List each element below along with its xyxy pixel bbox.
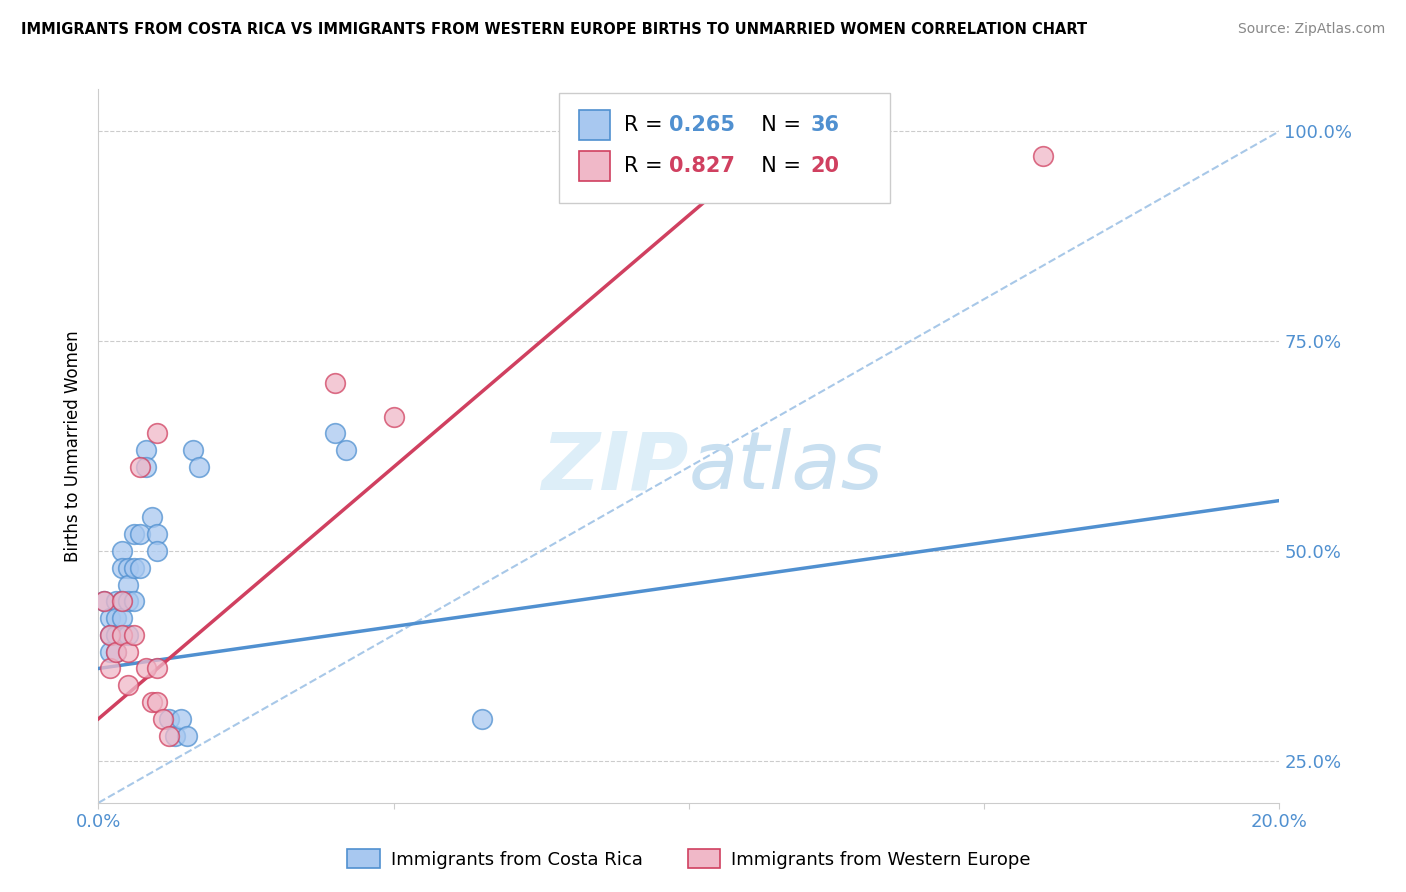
Point	[122, 594, 145, 608]
Point	[105, 645, 128, 659]
Point	[122, 527, 145, 541]
Point	[111, 628, 134, 642]
Point	[117, 678, 139, 692]
Text: IMMIGRANTS FROM COSTA RICA VS IMMIGRANTS FROM WESTERN EUROPE BIRTHS TO UNMARRIED: IMMIGRANTS FROM COSTA RICA VS IMMIGRANTS…	[21, 22, 1087, 37]
Point	[111, 560, 134, 574]
Point	[93, 594, 115, 608]
Point	[170, 712, 193, 726]
Point	[98, 661, 121, 675]
Point	[141, 695, 163, 709]
Legend: Immigrants from Costa Rica, Immigrants from Western Europe: Immigrants from Costa Rica, Immigrants f…	[340, 842, 1038, 876]
Text: ZIP: ZIP	[541, 428, 689, 507]
FancyBboxPatch shape	[579, 110, 610, 140]
Point	[105, 594, 128, 608]
Point	[135, 460, 157, 475]
Text: N =: N =	[748, 115, 807, 135]
Text: N =: N =	[748, 156, 807, 177]
FancyBboxPatch shape	[579, 152, 610, 181]
Point	[117, 628, 139, 642]
Point	[152, 712, 174, 726]
Point	[146, 695, 169, 709]
Text: 20: 20	[811, 156, 839, 177]
Point	[117, 577, 139, 591]
Point	[146, 544, 169, 558]
Point	[157, 729, 180, 743]
Text: 36: 36	[811, 115, 839, 135]
Text: 0.827: 0.827	[669, 156, 735, 177]
Text: atlas: atlas	[689, 428, 884, 507]
Point	[117, 594, 139, 608]
Point	[135, 661, 157, 675]
Point	[187, 460, 209, 475]
Point	[111, 544, 134, 558]
Point	[98, 645, 121, 659]
Point	[323, 426, 346, 441]
Point	[157, 712, 180, 726]
Point	[117, 645, 139, 659]
Point	[165, 729, 187, 743]
Point	[146, 527, 169, 541]
Y-axis label: Births to Unmarried Women: Births to Unmarried Women	[65, 330, 83, 562]
Text: 0.265: 0.265	[669, 115, 735, 135]
Point	[98, 628, 121, 642]
Text: R =: R =	[624, 115, 669, 135]
Point	[128, 560, 150, 574]
Point	[135, 443, 157, 458]
Point	[471, 712, 494, 726]
Point	[105, 645, 128, 659]
Point	[181, 443, 204, 458]
Point	[122, 560, 145, 574]
Point	[111, 611, 134, 625]
Point	[141, 510, 163, 524]
Point	[335, 443, 357, 458]
Point	[117, 560, 139, 574]
Point	[146, 661, 169, 675]
Point	[128, 460, 150, 475]
Point	[98, 628, 121, 642]
Point	[111, 594, 134, 608]
Point	[1032, 149, 1054, 163]
Point	[128, 527, 150, 541]
Point	[105, 628, 128, 642]
Text: R =: R =	[624, 156, 669, 177]
Point	[111, 594, 134, 608]
Point	[382, 409, 405, 424]
Text: Source: ZipAtlas.com: Source: ZipAtlas.com	[1237, 22, 1385, 37]
Point	[98, 611, 121, 625]
Point	[323, 376, 346, 390]
Point	[122, 628, 145, 642]
Point	[105, 611, 128, 625]
Point	[678, 813, 700, 827]
Point	[176, 729, 198, 743]
Point	[93, 594, 115, 608]
Point	[146, 426, 169, 441]
FancyBboxPatch shape	[560, 93, 890, 203]
